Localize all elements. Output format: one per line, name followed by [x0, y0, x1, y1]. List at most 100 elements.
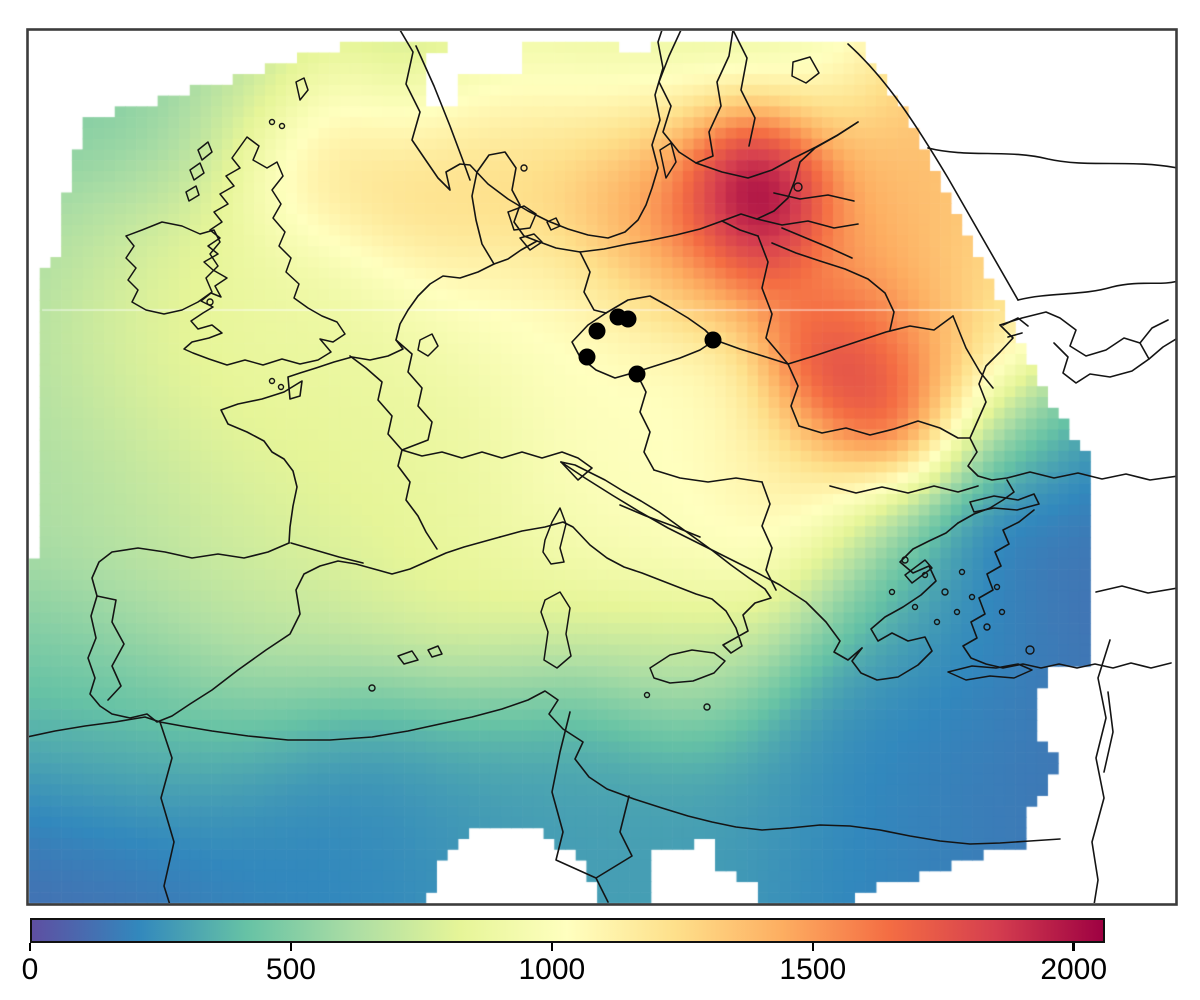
border-crete — [947, 663, 1033, 681]
island-dot — [953, 608, 961, 616]
border-norway-sweden-border — [415, 45, 471, 181]
border-euboea — [904, 559, 933, 584]
border-levant-border — [1103, 691, 1114, 773]
border-baltic-east-coast — [695, 121, 859, 179]
border-ijsselmeer — [417, 333, 439, 357]
border-moldova-border — [952, 315, 994, 389]
border-shetland — [295, 77, 309, 101]
border-marmara-sea — [969, 493, 1040, 513]
border-romania-north-border — [787, 315, 954, 365]
island-dot — [520, 164, 528, 172]
island-dot — [268, 118, 276, 126]
island-dot — [277, 383, 285, 391]
border-lithuania-belarus-border — [781, 227, 853, 259]
border-danube-delta — [1002, 317, 1029, 338]
island-dot — [206, 298, 214, 306]
island-dot — [933, 618, 941, 626]
border-hungary-west-border — [635, 371, 655, 471]
island-dot — [983, 623, 991, 631]
sample-point — [628, 365, 646, 383]
border-menorca — [427, 645, 443, 658]
colorbar-tick — [550, 943, 554, 951]
island-dot — [968, 593, 976, 601]
colorbar-tick-label: 500 — [265, 953, 316, 986]
colorbar-tick — [1072, 943, 1075, 951]
colorbar-tick-label: 1000 — [518, 953, 586, 986]
border-danube-border — [798, 420, 971, 439]
country-borders — [29, 31, 1176, 903]
border-hebrides-2 — [189, 162, 205, 181]
border-blacksea-west-coast — [967, 324, 1176, 481]
border-kaliningrad-border — [721, 220, 759, 237]
border-ireland — [125, 221, 221, 315]
border-russia-border-3 — [927, 147, 1176, 169]
border-turkey-west-coast — [962, 509, 1172, 669]
border-morocco-algeria-border — [159, 721, 175, 903]
border-rhine-border — [395, 339, 433, 451]
border-bornholm — [546, 217, 561, 231]
sample-point — [619, 310, 637, 328]
border-finland-russia-border — [732, 31, 756, 147]
border-ukraine-coast-crimea — [999, 311, 1150, 384]
border-hungary-south-border — [653, 469, 763, 483]
border-poland-east-border — [757, 235, 789, 365]
island-dot — [703, 703, 711, 711]
sample-point — [588, 322, 606, 340]
border-italy-coast — [499, 461, 772, 654]
border-corsica — [542, 507, 567, 565]
colorbar-tick — [811, 943, 815, 951]
colorbar-tick — [289, 943, 293, 951]
colorbar-tick-label: 2000 — [1040, 953, 1108, 986]
border-denmark-coast — [471, 151, 538, 265]
border-africa-coast — [29, 690, 1061, 845]
border-adriatic-coast — [560, 461, 863, 661]
colorbar-tick-label: 1500 — [779, 953, 847, 986]
border-gotland — [659, 142, 677, 179]
border-tunisia-libya-border — [595, 795, 633, 879]
island-dot — [643, 691, 651, 699]
border-pyrenees-border — [290, 542, 364, 564]
border-funen — [519, 233, 543, 251]
border-estonia-latvia-border — [773, 192, 855, 202]
island-dot — [901, 556, 909, 564]
border-russia-border-1 — [847, 43, 1019, 301]
colorbar-tick — [28, 943, 32, 951]
border-france-east-border — [349, 355, 438, 550]
border-latvia-lithuania-border — [756, 218, 859, 229]
border-sicily — [649, 649, 726, 684]
border-germany-east-border — [579, 251, 607, 314]
border-scandinavia-coast — [399, 31, 664, 239]
colorbar-tick-label: 0 — [21, 953, 39, 986]
border-britain — [183, 136, 346, 366]
sample-points — [578, 308, 722, 383]
island-dot — [941, 588, 949, 596]
border-azov-lines — [1139, 319, 1176, 360]
island-dot — [368, 684, 376, 692]
border-sardinia — [540, 591, 572, 669]
border-russia-border-2 — [1017, 280, 1176, 301]
border-greece-coast — [851, 522, 959, 681]
border-zealand — [507, 205, 537, 231]
border-iberia-coast — [87, 536, 501, 723]
border-main-coast — [220, 121, 859, 544]
border-thrace-coast — [957, 479, 1015, 524]
sample-point — [578, 348, 596, 366]
island-dot — [998, 608, 1006, 616]
border-turkey-syria-border — [1095, 585, 1176, 594]
island-dot — [1025, 645, 1035, 655]
colorbar-gradient — [30, 918, 1105, 943]
border-portugal-border — [96, 595, 125, 701]
border-mallorca — [397, 650, 419, 665]
border-bosnia-border — [619, 504, 701, 538]
border-slovakia-border — [714, 339, 789, 365]
border-bulgaria-south-border — [829, 485, 979, 494]
island-dot — [268, 377, 276, 385]
island-dot — [911, 603, 919, 611]
border-levant-coast — [1091, 639, 1111, 903]
border-romania-west-border — [787, 363, 800, 427]
border-alps-borders — [401, 449, 593, 481]
sample-point — [704, 331, 722, 349]
